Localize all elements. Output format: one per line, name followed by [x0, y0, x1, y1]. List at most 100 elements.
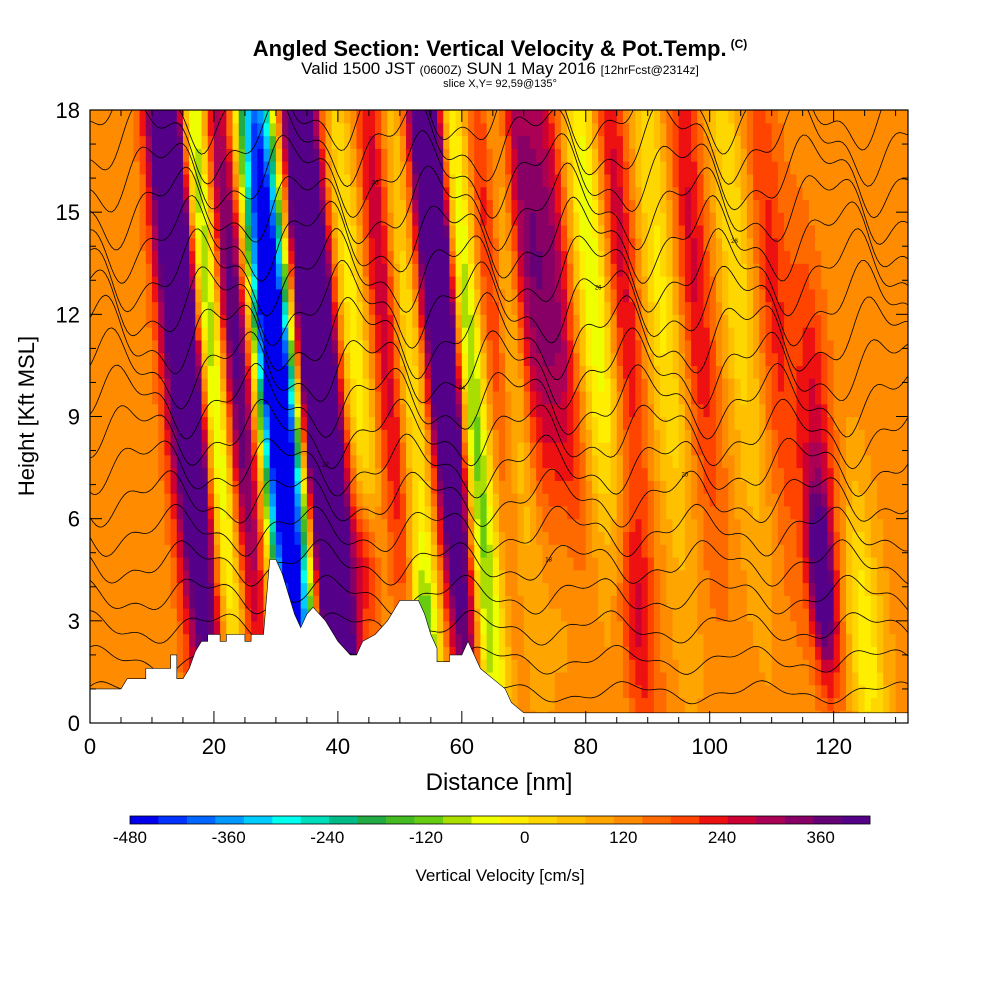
field-cell	[895, 493, 903, 507]
field-cell	[765, 276, 773, 290]
field-cell	[170, 352, 178, 367]
field-cell	[635, 429, 643, 443]
field-cell	[672, 454, 680, 469]
field-cell	[127, 659, 134, 673]
field-cell	[486, 518, 494, 533]
field-cell	[784, 365, 791, 379]
field-cell	[114, 595, 122, 609]
field-cell	[641, 659, 649, 673]
field-cell	[418, 352, 426, 367]
field-cell	[158, 365, 165, 379]
field-cell	[511, 403, 519, 418]
field-cell	[114, 531, 122, 545]
field-cell	[424, 403, 432, 418]
field-cell	[567, 327, 574, 341]
field-cell	[622, 352, 630, 367]
field-cell	[846, 697, 853, 711]
field-cell	[257, 454, 265, 469]
field-cell	[480, 480, 488, 494]
field-cell	[635, 403, 643, 418]
field-cell	[213, 263, 221, 277]
field-cell	[430, 582, 438, 596]
field-cell	[901, 390, 908, 405]
field-cell	[455, 493, 463, 507]
field-cell	[771, 454, 779, 469]
field-cell	[344, 429, 351, 443]
field-cell	[449, 505, 457, 520]
field-cell	[164, 646, 172, 660]
field-cell	[542, 544, 550, 558]
field-cell	[480, 416, 488, 430]
field-cell	[96, 659, 103, 673]
field-cell	[120, 314, 128, 328]
field-cell	[406, 480, 413, 494]
field-cell	[288, 352, 296, 367]
field-cell	[901, 378, 908, 392]
field-cell	[715, 276, 723, 290]
field-cell	[784, 646, 791, 660]
field-cell	[622, 378, 630, 392]
field-cell	[486, 390, 494, 405]
field-cell	[480, 582, 488, 596]
field-cell	[604, 569, 612, 584]
field-cell	[790, 633, 798, 647]
field-cell	[517, 633, 525, 647]
field-cell	[746, 467, 754, 481]
field-cell	[449, 620, 457, 635]
field-cell	[375, 518, 382, 533]
field-cell	[858, 288, 866, 303]
field-cell	[164, 493, 172, 507]
field-cell	[895, 403, 903, 418]
field-cell	[567, 531, 574, 545]
field-cell	[195, 620, 203, 635]
field-cell	[790, 697, 798, 711]
field-cell	[269, 531, 277, 545]
field-cell	[368, 403, 376, 418]
field-cell	[90, 633, 97, 647]
field-cell	[331, 608, 339, 622]
field-cell	[393, 480, 401, 494]
field-cell	[604, 416, 612, 430]
field-cell	[120, 390, 128, 405]
field-cell	[151, 288, 159, 303]
field-cell	[629, 250, 636, 264]
field-cell	[573, 544, 581, 558]
field-cell	[102, 531, 110, 545]
field-cell	[901, 671, 908, 686]
field-cell	[815, 327, 822, 341]
field-cell	[560, 544, 568, 558]
field-cell	[443, 365, 451, 379]
field-cell	[616, 276, 624, 290]
field-cell	[554, 467, 562, 481]
field-cell	[734, 288, 742, 303]
field-cell	[548, 250, 556, 264]
field-cell	[375, 403, 382, 418]
field-cell	[430, 352, 438, 367]
field-cell	[207, 288, 215, 303]
field-cell	[777, 263, 785, 277]
field-cell	[443, 327, 451, 341]
field-cell	[201, 608, 209, 622]
field-cell	[461, 429, 469, 443]
field-cell	[821, 544, 829, 558]
field-cell	[523, 288, 531, 303]
field-cell	[641, 429, 649, 443]
field-cell	[499, 467, 506, 481]
field-cell	[622, 454, 630, 469]
field-cell	[418, 480, 426, 494]
field-cell	[381, 531, 389, 545]
field-cell	[839, 608, 847, 622]
field-cell	[697, 314, 705, 328]
field-cell	[300, 403, 308, 418]
field-cell	[585, 442, 593, 456]
field-cell	[90, 505, 97, 520]
field-cell	[585, 327, 593, 341]
field-cell	[883, 671, 891, 686]
field-cell	[176, 288, 184, 303]
field-cell	[474, 365, 482, 379]
field-cell	[170, 467, 178, 481]
field-cell	[709, 671, 717, 686]
field-cell	[647, 276, 655, 290]
field-cell	[449, 646, 457, 660]
field-cell	[468, 493, 475, 507]
